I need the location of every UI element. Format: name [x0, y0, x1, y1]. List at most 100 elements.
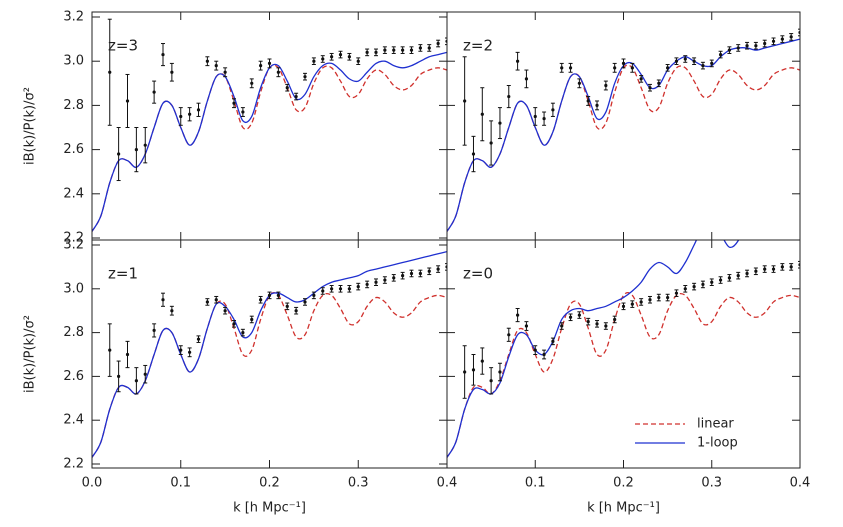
- y-tick-label: 2.6: [63, 369, 84, 384]
- data-point: [294, 309, 298, 313]
- x-tick-label: 0.2: [613, 476, 634, 491]
- data-point: [436, 41, 440, 46]
- data-point: [586, 99, 590, 103]
- panel-frame: [446, 239, 801, 469]
- data-point: [718, 278, 723, 282]
- panel-label: z=1: [108, 265, 138, 283]
- curve: [92, 250, 447, 458]
- data-point: [356, 285, 360, 289]
- panel: [92, 250, 447, 458]
- data-point: [259, 64, 263, 68]
- data-point: [330, 55, 334, 59]
- data-point: [639, 300, 643, 304]
- data-point: [763, 41, 767, 46]
- data-point: [179, 114, 183, 119]
- data-point: [789, 265, 793, 269]
- data-point: [214, 298, 218, 302]
- y-tick-label: 2.2: [63, 231, 84, 246]
- data-point: [321, 289, 325, 293]
- data-point: [648, 86, 652, 90]
- data-point: [170, 70, 174, 74]
- data-point: [595, 103, 599, 107]
- data-point: [409, 48, 414, 52]
- data-point: [383, 278, 387, 282]
- data-point: [480, 112, 484, 116]
- data-point: [463, 99, 467, 103]
- data-point: [542, 352, 546, 357]
- data-point: [117, 152, 121, 156]
- data-point: [745, 44, 749, 48]
- data-point: [312, 293, 316, 297]
- x-tick-label: 0.4: [790, 476, 811, 491]
- data-point: [427, 269, 431, 273]
- data-point: [223, 70, 227, 74]
- data-point: [125, 99, 130, 103]
- data-point: [657, 295, 661, 300]
- data-point: [480, 359, 484, 363]
- data-point: [745, 271, 749, 276]
- y-tick-label: 2.4: [63, 413, 84, 428]
- legend-label: 1-loop: [697, 436, 738, 451]
- data-point: [303, 300, 307, 304]
- data-point: [560, 66, 564, 70]
- y-tick-label: 2.8: [63, 98, 84, 113]
- data-point: [577, 313, 581, 317]
- y-tick-label: 3.0: [63, 54, 84, 69]
- data-point: [595, 322, 599, 326]
- data-point: [568, 315, 573, 319]
- data-point: [365, 50, 369, 54]
- data-point: [551, 339, 555, 343]
- data-point: [374, 50, 378, 54]
- data-point: [241, 331, 245, 335]
- data-point: [560, 324, 564, 328]
- data-point: [613, 66, 617, 70]
- data-point: [516, 313, 520, 317]
- data-point: [330, 287, 334, 291]
- data-point: [710, 280, 714, 284]
- data-point: [463, 370, 467, 374]
- data-point: [692, 59, 696, 63]
- data-point: [701, 64, 705, 68]
- data-point: [196, 108, 201, 112]
- data-point: [780, 265, 784, 269]
- data-point: [285, 304, 289, 308]
- data-point: [542, 117, 546, 121]
- data-point: [383, 48, 387, 52]
- data-point: [621, 61, 626, 66]
- data-point: [489, 379, 493, 383]
- x-tick-label: 0.2: [259, 476, 280, 491]
- panel: [92, 18, 447, 232]
- data-point: [401, 274, 405, 278]
- data-point: [276, 293, 280, 297]
- data-point: [196, 337, 201, 341]
- data-point: [108, 348, 112, 352]
- data-point: [188, 112, 192, 116]
- data-point: [321, 57, 325, 61]
- data-point: [604, 324, 608, 328]
- data-point: [276, 70, 280, 74]
- data-point: [223, 309, 227, 313]
- data-point: [267, 293, 272, 297]
- legend-label: linear: [697, 417, 734, 432]
- data-point: [374, 280, 378, 284]
- data-point: [727, 276, 732, 280]
- data-point: [524, 324, 529, 328]
- data-point: [577, 81, 581, 85]
- data-point: [683, 57, 687, 61]
- data-point: [674, 291, 679, 295]
- data-point: [356, 59, 360, 63]
- panel-label: z=3: [108, 37, 138, 55]
- data-point: [718, 52, 723, 57]
- data-point: [771, 39, 776, 43]
- data-point: [267, 61, 272, 66]
- data-point: [250, 317, 254, 322]
- data-point: [338, 52, 343, 57]
- data-point: [143, 372, 147, 376]
- data-point: [392, 48, 396, 52]
- data-point: [683, 287, 687, 291]
- data-point: [347, 55, 351, 59]
- data-point: [125, 352, 130, 357]
- data-point: [666, 295, 670, 300]
- y-tick-label: 2.2: [63, 457, 84, 472]
